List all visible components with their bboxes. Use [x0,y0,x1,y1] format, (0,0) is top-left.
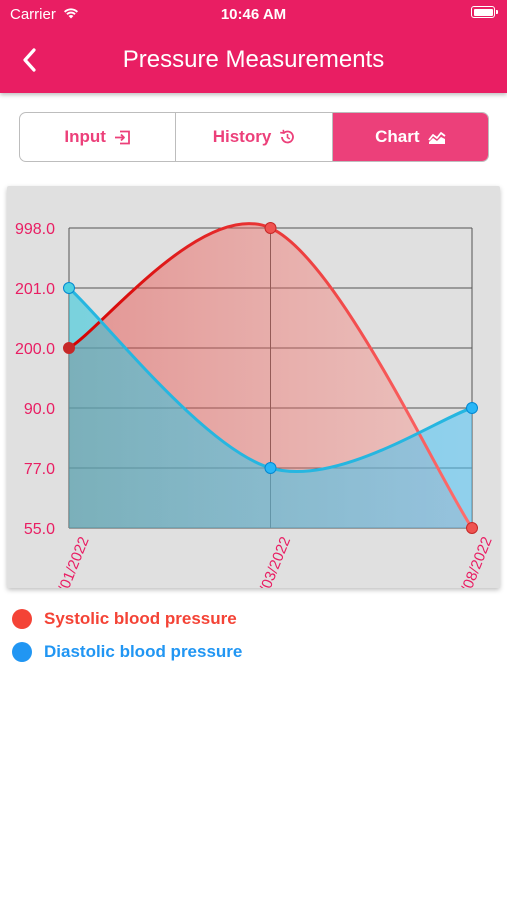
view-tabs: Input History Chart [19,112,489,162]
tab-input[interactable]: Input [20,113,177,161]
y-tick-label: 77.0 [24,461,55,478]
x-tick-label: 18/08/2022 [452,534,496,588]
y-tick-label: 201.0 [15,281,55,298]
tab-history-label: History [212,127,272,146]
carrier-label: Carrier [10,6,56,23]
chart-icon [427,132,446,144]
tab-chart[interactable]: Chart [332,113,488,161]
back-button[interactable] [14,44,44,76]
point-diastolic [264,462,277,474]
history-icon [280,129,295,144]
y-tick-label: 55.0 [24,521,55,538]
chart-legend: Systolic blood pressure Diastolic blood … [12,602,242,668]
status-time: 10:46 AM [220,6,287,23]
point-systolic [264,222,277,234]
battery-icon [471,6,498,18]
app-bar: Carrier 10:46 AM Pressure Measurements [0,0,507,93]
line-systolic [68,222,474,529]
input-icon [114,130,130,144]
y-tick-label: 998.0 [15,221,55,238]
legend-item-systolic: Systolic blood pressure [12,602,242,635]
tab-input-label: Input [64,127,106,146]
tab-chart-label: Chart [375,127,420,146]
y-tick-label: 200.0 [15,341,55,358]
point-systolic [63,342,75,354]
chevron-left-icon [23,48,36,72]
wifi-icon [62,4,80,24]
status-bar: Carrier 10:46 AM [0,0,507,28]
x-tick-label: 18/01/2022 [49,534,93,588]
point-diastolic [63,282,75,294]
point-systolic [466,522,478,534]
y-tick-label: 90.0 [24,401,55,418]
x-tick-label: 18/03/2022 [250,534,294,588]
point-diastolic [466,402,478,414]
chart-canvas: 998.0 201.0 200.0 90.0 77.0 55.018/01/2022 18/… [15,221,496,588]
legend-dot-diastolic [12,641,32,662]
legend-label-diastolic: Diastolic blood pressure [44,641,243,661]
legend-item-diastolic: Diastolic blood pressure [12,635,242,668]
legend-label-systolic: Systolic blood pressure [44,608,237,628]
tab-history[interactable]: History [176,113,333,161]
area-diastolic [69,288,472,528]
page-title: Pressure Measurements [122,46,385,73]
pressure-chart: 998.0 201.0 200.0 90.0 77.0 55.0 18/01/2022 18/… [7,186,500,588]
legend-dot-systolic [12,608,32,629]
